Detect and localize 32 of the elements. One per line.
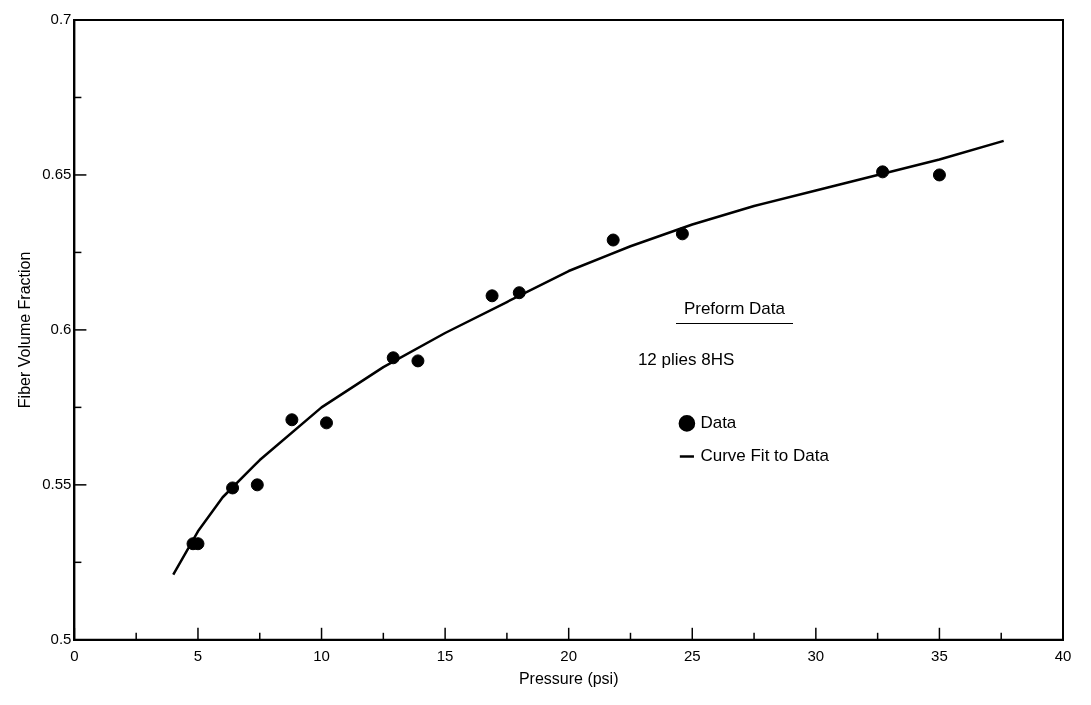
x-axis-title: Pressure (psi) (518, 669, 619, 687)
point (606, 233, 620, 247)
y-tick-label: 0.6 (50, 320, 72, 338)
y-tick-label: 0.65 (42, 165, 72, 183)
point (319, 416, 333, 430)
point (512, 286, 526, 300)
legend-title: Preform Data (675, 298, 793, 324)
x-tick-label: 35 (931, 647, 948, 665)
legend-label: Curve Fit to Data (700, 446, 830, 466)
point (932, 168, 946, 182)
point (226, 481, 240, 495)
y-tick-label: 0.55 (42, 474, 72, 492)
x-tick-label: 0 (70, 647, 79, 665)
point (386, 351, 400, 365)
annotation: 12 plies 8HS (637, 349, 736, 370)
point (411, 354, 425, 368)
y-tick-label: 0.5 (50, 629, 72, 647)
legend-label: Data (700, 413, 737, 433)
x-tick-label: 5 (193, 647, 203, 665)
x-tick-label: 20 (560, 647, 578, 665)
x-tick-label: 40 (1054, 647, 1072, 665)
point (285, 413, 299, 427)
y-axis-title: Fiber Volume Fraction (16, 251, 34, 409)
x-tick-label: 10 (313, 647, 330, 665)
point (485, 289, 499, 303)
point (876, 165, 890, 179)
x-tick-label: 30 (807, 647, 825, 665)
y-tick-label: 0.7 (50, 10, 72, 28)
point (250, 478, 264, 492)
point (675, 227, 689, 241)
x-tick-label: 25 (683, 647, 701, 665)
x-tick-label: 15 (436, 647, 454, 665)
